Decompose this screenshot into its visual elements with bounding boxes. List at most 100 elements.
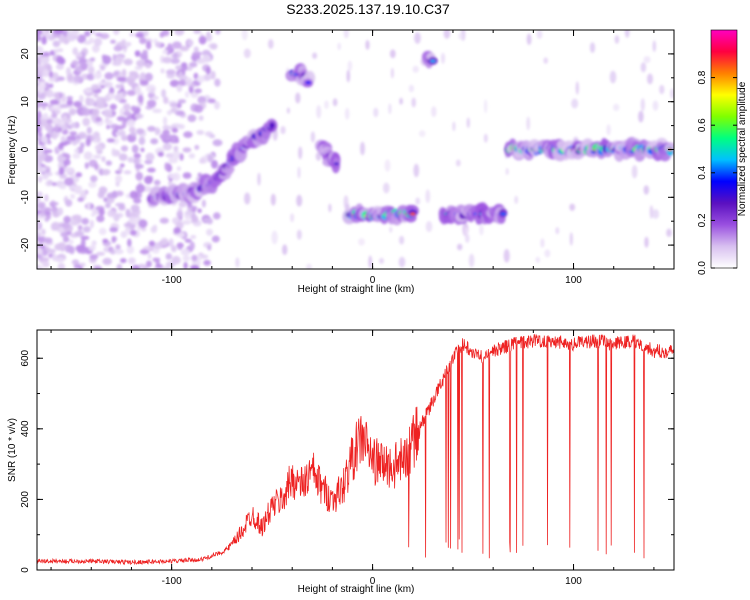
spectral-cell (298, 146, 303, 160)
spectral-cell (297, 166, 301, 179)
spectral-cell (306, 263, 312, 269)
spectral-cell (162, 125, 171, 130)
spectral-cell (180, 248, 191, 256)
spectral-cell (200, 254, 209, 259)
spectral-cell (140, 79, 149, 86)
spectrogram-cells (37, 30, 674, 269)
spectral-cell (63, 215, 71, 224)
spectral-cell (188, 153, 196, 159)
tick-label: -10 (20, 190, 31, 205)
spectral-cell (244, 192, 251, 205)
spectral-cell (207, 98, 216, 104)
spectral-cell (37, 64, 45, 74)
spectral-cell (430, 59, 436, 63)
spectral-cell (56, 55, 64, 64)
spectral-cell (164, 162, 169, 171)
spectral-cell (128, 126, 136, 134)
spectral-cell (178, 201, 187, 208)
spectral-cell (514, 195, 519, 204)
spectral-cell (286, 107, 290, 114)
spectral-cell (44, 237, 53, 244)
spectral-cell (643, 185, 650, 195)
spectral-cell (179, 45, 190, 52)
spectral-cell (64, 177, 74, 186)
spectral-cell (305, 81, 312, 85)
spectral-cell (213, 212, 221, 220)
spectral-cell (163, 96, 169, 104)
spectral-cell (659, 84, 665, 95)
spectral-cell (97, 191, 105, 199)
spectral-cell (39, 56, 49, 65)
spectral-cell (187, 114, 197, 122)
tick-label: 100 (565, 576, 582, 587)
spectral-cell (48, 248, 56, 254)
spectral-cell (51, 131, 58, 140)
spectral-cell (51, 221, 60, 231)
spectral-cell (142, 49, 148, 56)
spectral-cell (399, 97, 403, 105)
spectral-cell (346, 69, 351, 83)
spectral-cell (203, 74, 212, 81)
spectral-cell (37, 34, 42, 42)
spectral-cell (98, 81, 108, 86)
spectral-cell (109, 87, 115, 95)
spectral-cell (280, 126, 286, 135)
spectral-cell (115, 190, 124, 197)
spectral-cell (170, 107, 178, 114)
tick-label: 0 (370, 275, 376, 286)
spectral-cell (93, 72, 102, 80)
spectral-cell (613, 103, 620, 111)
spectral-cell (144, 175, 153, 185)
spectral-cell (384, 159, 391, 172)
spectral-cell (47, 179, 53, 186)
snr-y-ticks: 0 200 400 600 (20, 349, 674, 573)
spectral-cell (179, 153, 184, 161)
spectral-cell (157, 151, 164, 157)
spectral-cell (130, 105, 137, 112)
spectral-cell (127, 238, 132, 247)
spectral-cell (168, 157, 179, 164)
tick-label: 0.8 (697, 70, 708, 84)
spectral-cell (171, 127, 179, 133)
spectral-cell (102, 238, 109, 243)
spectral-cell (52, 40, 61, 48)
spectral-cell (609, 70, 617, 84)
spectral-cell (206, 228, 213, 236)
spectral-cell (269, 124, 276, 128)
spectral-cell (365, 40, 370, 50)
spectral-cell (176, 102, 182, 109)
spectral-cell (42, 68, 49, 78)
spectral-cell (140, 147, 145, 153)
spectral-cell (536, 30, 543, 39)
spectral-cell (77, 189, 87, 195)
spectral-cell (78, 94, 84, 104)
spectral-cell (343, 30, 349, 39)
spectral-cell (425, 189, 431, 203)
spectral-cell (43, 149, 53, 154)
spectral-cell (484, 99, 488, 114)
spectral-cell (176, 166, 181, 172)
spectral-cell (126, 119, 136, 127)
spectral-cell (125, 208, 131, 218)
tick-label: 0.4 (697, 165, 708, 179)
spectral-cell (652, 209, 660, 219)
spectral-cell (183, 131, 193, 139)
spectral-cell (57, 262, 66, 269)
spectral-cell (190, 235, 197, 239)
spectral-cell (544, 249, 551, 258)
spectral-cell (134, 50, 141, 56)
spectral-cell (118, 153, 128, 161)
spectral-cell (41, 105, 47, 110)
spectral-cell (383, 182, 390, 194)
spectral-cell (42, 249, 48, 257)
spectral-cell (37, 85, 43, 92)
spectral-cell (43, 207, 52, 213)
spectral-cell (59, 103, 69, 109)
spectral-cell (270, 193, 276, 206)
spectral-cell (37, 163, 42, 173)
tick-label: 200 (20, 491, 31, 508)
spectral-cell (333, 162, 339, 166)
spectral-cell (49, 201, 59, 206)
tick-label: 0.2 (697, 213, 708, 227)
spectral-cell (543, 57, 548, 64)
